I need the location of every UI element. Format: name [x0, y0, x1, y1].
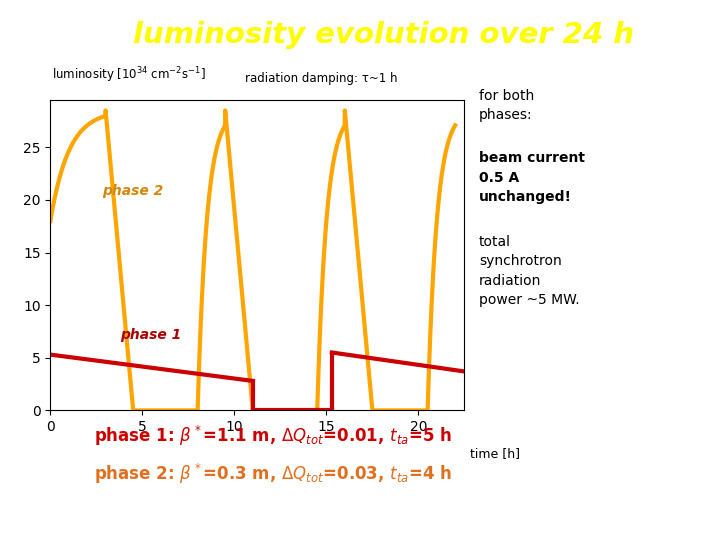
Text: phase 2: phase 2 [102, 184, 163, 198]
Text: total
synchrotron
radiation
power ~5 MW.: total synchrotron radiation power ~5 MW. [479, 235, 580, 307]
Text: phase 1: $\beta^*$=1.1 m, $\Delta Q_{tot}$=0.01, $t_{ta}$=5 h: phase 1: $\beta^*$=1.1 m, $\Delta Q_{tot… [94, 424, 451, 448]
Text: hh ee he: hh ee he [46, 45, 76, 51]
Text: time [h]: time [h] [470, 447, 520, 460]
Text: luminosity evolution over 24 h: luminosity evolution over 24 h [133, 21, 634, 49]
Text: phase 2: $\beta^*$=0.3 m, $\Delta Q_{tot}$=0.03, $t_{ta}$=4 h: phase 2: $\beta^*$=0.3 m, $\Delta Q_{tot… [94, 462, 451, 486]
Text: radiation damping: τ~1 h: radiation damping: τ~1 h [245, 72, 397, 85]
Text: beam current
0.5 A
unchanged!: beam current 0.5 A unchanged! [479, 151, 585, 204]
Text: for both
phases:: for both phases: [479, 89, 534, 122]
Text: phase 1: phase 1 [120, 328, 181, 342]
Text: FCC: FCC [48, 18, 75, 31]
Text: Future High-Energy Proton Colliders
Michael Benedikt
2015 CHIPP Annual Meeting: Future High-Energy Proton Colliders Mich… [76, 495, 238, 529]
Text: luminosity $[10^{34}$ cm$^{-2}$s$^{-1}]$: luminosity $[10^{34}$ cm$^{-2}$s$^{-1}]$ [52, 65, 206, 85]
Text: CERN: CERN [25, 509, 44, 514]
